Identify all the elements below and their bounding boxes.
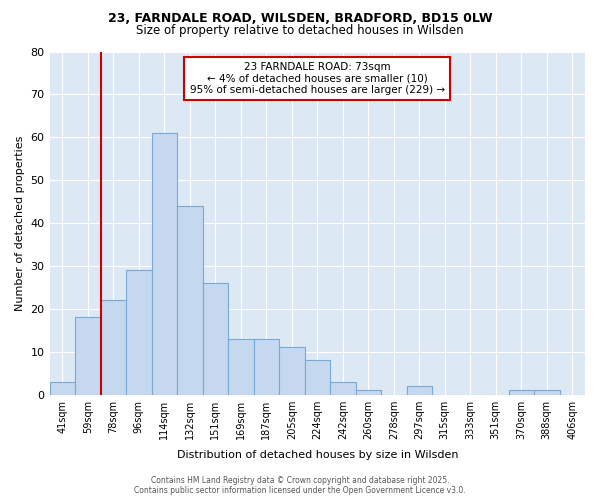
Bar [407,386,432,394]
Text: 23 FARNDALE ROAD: 73sqm
← 4% of detached houses are smaller (10)
95% of semi-det: 23 FARNDALE ROAD: 73sqm ← 4% of detached… [190,62,445,95]
Bar [509,390,534,394]
X-axis label: Distribution of detached houses by size in Wilsden: Distribution of detached houses by size … [176,450,458,460]
Text: 23, FARNDALE ROAD, WILSDEN, BRADFORD, BD15 0LW: 23, FARNDALE ROAD, WILSDEN, BRADFORD, BD… [107,12,493,26]
Bar [75,318,101,394]
Bar [356,390,381,394]
Bar [152,133,177,394]
Bar [330,382,356,394]
Bar [305,360,330,394]
Text: Contains HM Land Registry data © Crown copyright and database right 2025.
Contai: Contains HM Land Registry data © Crown c… [134,476,466,495]
Bar [50,382,75,394]
Bar [279,348,305,395]
Bar [534,390,560,394]
Bar [254,339,279,394]
Y-axis label: Number of detached properties: Number of detached properties [15,136,25,311]
Bar [177,206,203,394]
Text: Size of property relative to detached houses in Wilsden: Size of property relative to detached ho… [136,24,464,37]
Bar [203,283,228,395]
Bar [228,339,254,394]
Bar [101,300,126,394]
Bar [126,270,152,394]
